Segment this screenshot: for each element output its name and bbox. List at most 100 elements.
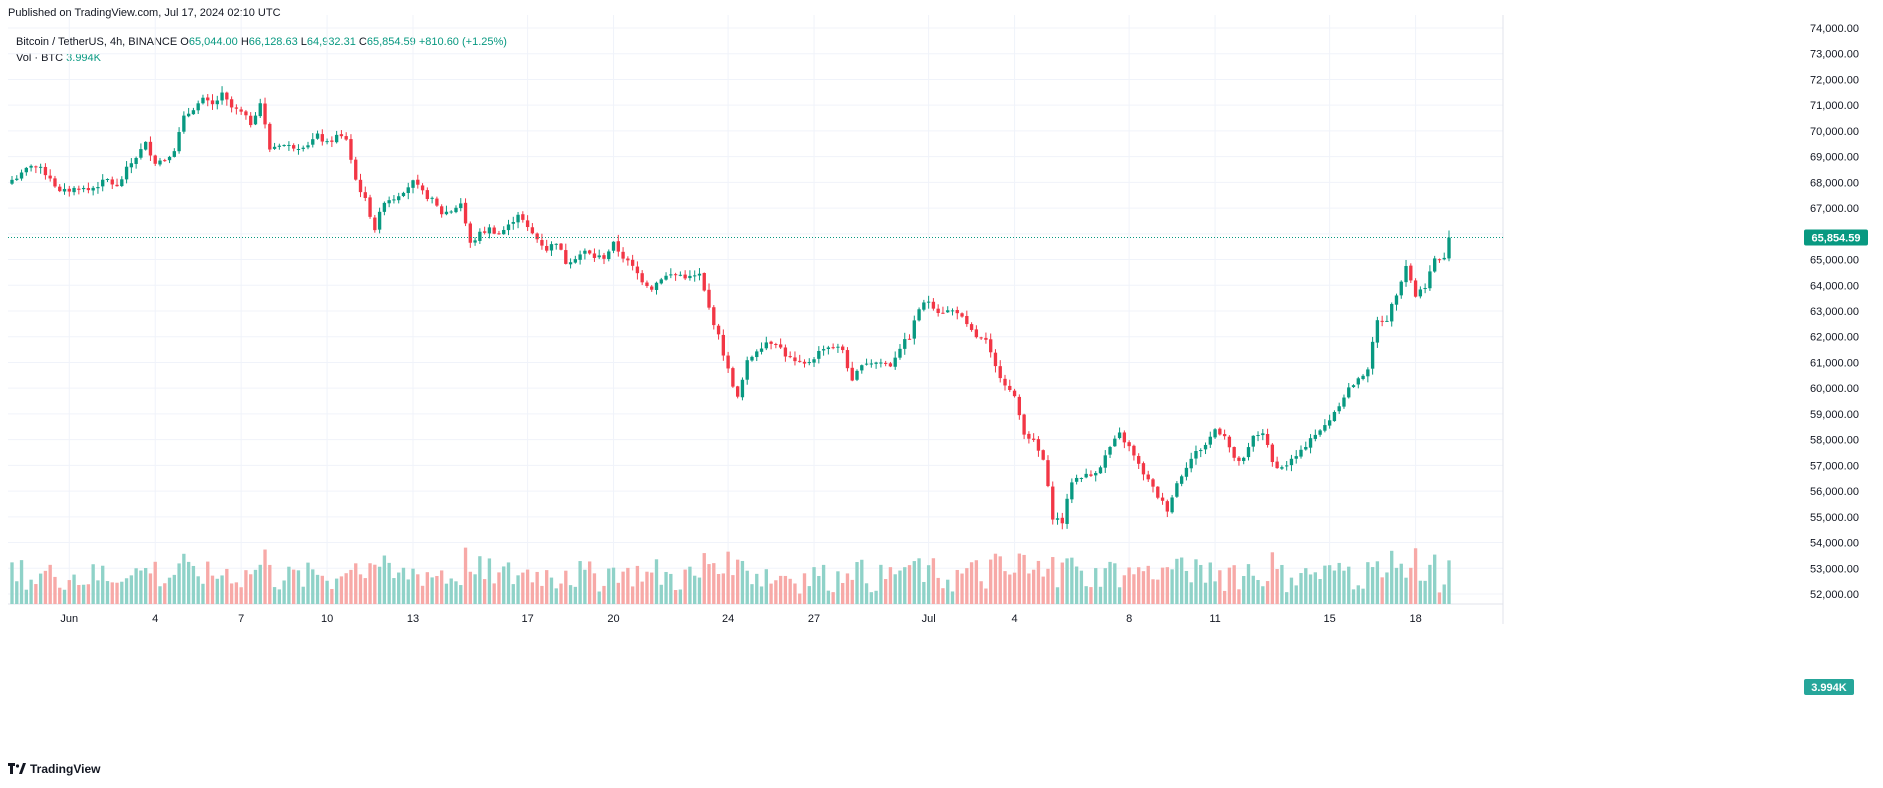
last-price-badge (1804, 229, 1868, 246)
candle-body (463, 202, 468, 224)
candle-body (793, 357, 797, 362)
candle-body (1232, 447, 1236, 458)
volume-bar (583, 569, 587, 604)
volume-bar (664, 571, 668, 604)
candle-body (430, 197, 434, 199)
candle-body (416, 179, 420, 185)
axis-badges: 65,854.59 3.994K (1804, 229, 1868, 695)
candle-body (969, 324, 974, 330)
volume-bar (1308, 574, 1313, 604)
candle-body (1428, 271, 1432, 289)
volume-bar (993, 553, 998, 604)
volume-bar (592, 573, 597, 604)
volume-bar (225, 568, 229, 604)
volume-bar (1342, 570, 1346, 604)
candle-body (401, 192, 406, 197)
volume-bar (411, 568, 415, 604)
volume-bar (1036, 560, 1041, 604)
candle-body (1132, 445, 1136, 456)
price-tick-label: 68,000.00 (1810, 177, 1859, 189)
candle-body (392, 199, 396, 201)
volume-bar (482, 579, 487, 604)
volume-bar (1089, 587, 1093, 604)
time-tick-label: 7 (238, 613, 244, 625)
volume-bar (535, 571, 539, 604)
volume-bar (989, 559, 993, 604)
volume-bar (1327, 565, 1332, 604)
candle-body (334, 134, 339, 143)
volume-bar (1175, 558, 1179, 604)
volume-bar (1051, 557, 1055, 604)
candle-body (81, 187, 86, 190)
time-tick-label: 4 (152, 613, 158, 625)
volume-bar (1055, 587, 1060, 604)
volume-bar (559, 583, 563, 604)
volume-bar (1413, 548, 1418, 604)
last-volume-badge (1804, 679, 1854, 695)
volume-bar (1356, 585, 1360, 604)
volume-bar (1428, 564, 1432, 604)
volume-bar (630, 586, 635, 604)
volume-bar (1390, 550, 1394, 604)
volume-bar (1246, 564, 1251, 604)
time-tick-label: 18 (1409, 613, 1421, 625)
volume-bar (888, 567, 893, 604)
price-tick-label: 52,000.00 (1810, 589, 1859, 601)
candle-body (1051, 486, 1055, 520)
candle-body (621, 251, 625, 259)
candle-body (1189, 458, 1193, 469)
volume-bar (1447, 560, 1451, 604)
candle-body (855, 370, 859, 380)
candle-body (1370, 341, 1375, 369)
brand-label: TradingView (30, 762, 101, 776)
candle-body (1423, 287, 1427, 289)
candle-body (1409, 265, 1413, 281)
volume-bar (1265, 581, 1270, 604)
volume-bar (1222, 590, 1227, 604)
volume-legend-row: Vol · BTC 3.994K (16, 50, 507, 66)
volume-bar (1256, 580, 1260, 604)
candle-body (1332, 411, 1337, 422)
volume-bar (444, 583, 449, 604)
candle-body (1380, 320, 1384, 322)
candle-body (879, 362, 883, 364)
volume-bar (860, 559, 864, 604)
volume-bar (1022, 554, 1026, 604)
candle-body (740, 379, 745, 398)
candle-body (377, 211, 382, 230)
candle-body (1342, 397, 1346, 407)
volume-bar (72, 574, 76, 604)
volume-bar (416, 574, 420, 604)
volume-bar (473, 574, 477, 604)
volume-bar (420, 585, 425, 604)
price-axis[interactable]: 74,000.00 73,000.00 72,000.00 71,000.00 70,0… (1810, 23, 1859, 601)
time-axis[interactable]: Jun 4 7 10 13 17 20 24 27 Jul 4 8 11 15 18 (60, 613, 1421, 625)
volume-bar (1304, 568, 1308, 604)
candle-body (783, 347, 788, 357)
volume-bar (712, 563, 716, 604)
candle-body (220, 92, 224, 101)
volume-bar (716, 573, 721, 604)
volume-bar (196, 576, 200, 604)
candle-body (1313, 434, 1317, 439)
candle-body (888, 363, 893, 367)
volume-bar (287, 566, 291, 604)
volume-bar (377, 566, 382, 604)
volume-bar (163, 583, 167, 604)
candle-body (101, 179, 105, 187)
volume-bar (277, 589, 282, 604)
volume-bar (1160, 567, 1165, 604)
candle-body (525, 220, 530, 228)
volume-bar (941, 588, 945, 604)
candle-body (306, 145, 310, 148)
candle-body (874, 362, 878, 364)
volume-bar (974, 560, 979, 604)
volume-bar (401, 567, 406, 604)
candle-body (559, 243, 563, 250)
tradingview-brand[interactable]: TradingView (8, 762, 100, 776)
volume-bar (148, 573, 153, 604)
volume-bar (1146, 565, 1150, 604)
candle-body (206, 97, 210, 101)
volume-bar (368, 563, 372, 604)
